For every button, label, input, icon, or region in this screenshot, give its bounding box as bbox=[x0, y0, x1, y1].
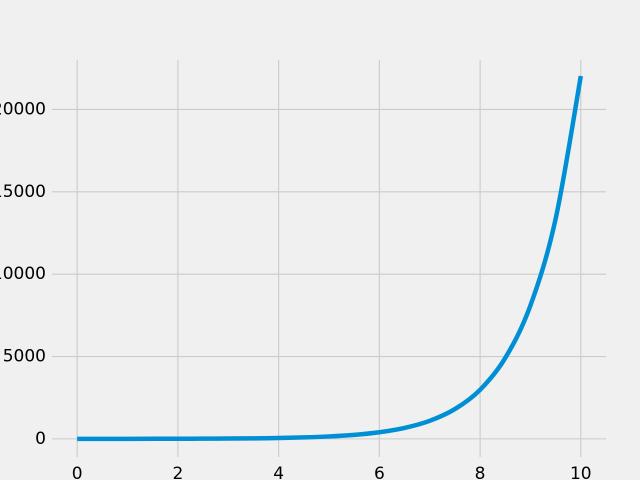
grid bbox=[52, 60, 606, 457]
x-tick-label: 2 bbox=[172, 464, 183, 480]
y-tick-label: 0 bbox=[35, 429, 46, 449]
x-tick-label: 10 bbox=[570, 464, 592, 480]
x-tick-label: 8 bbox=[475, 464, 486, 480]
series-layer bbox=[77, 75, 584, 442]
y-tick-label: 10000 bbox=[0, 264, 46, 284]
x-tick-label: 0 bbox=[72, 464, 83, 480]
y-tick-label: 15000 bbox=[0, 182, 46, 202]
x-tick-label: 6 bbox=[374, 464, 385, 480]
x-tick-label: 4 bbox=[273, 464, 284, 480]
tick-labels: 0 2 4 6 8 10 0 5000 10000 15000 20000 bbox=[0, 99, 592, 480]
y-tick-label: 5000 bbox=[3, 347, 46, 367]
y-tick-label: 20000 bbox=[0, 99, 46, 119]
series-line bbox=[77, 75, 584, 442]
